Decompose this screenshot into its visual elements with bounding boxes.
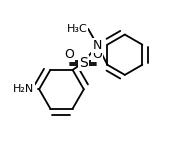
Text: N: N: [93, 39, 102, 52]
Text: O: O: [64, 48, 74, 61]
Text: H₂N: H₂N: [13, 84, 34, 94]
Text: O: O: [92, 48, 102, 61]
Text: S: S: [79, 56, 88, 70]
Text: H₃C: H₃C: [67, 24, 87, 34]
